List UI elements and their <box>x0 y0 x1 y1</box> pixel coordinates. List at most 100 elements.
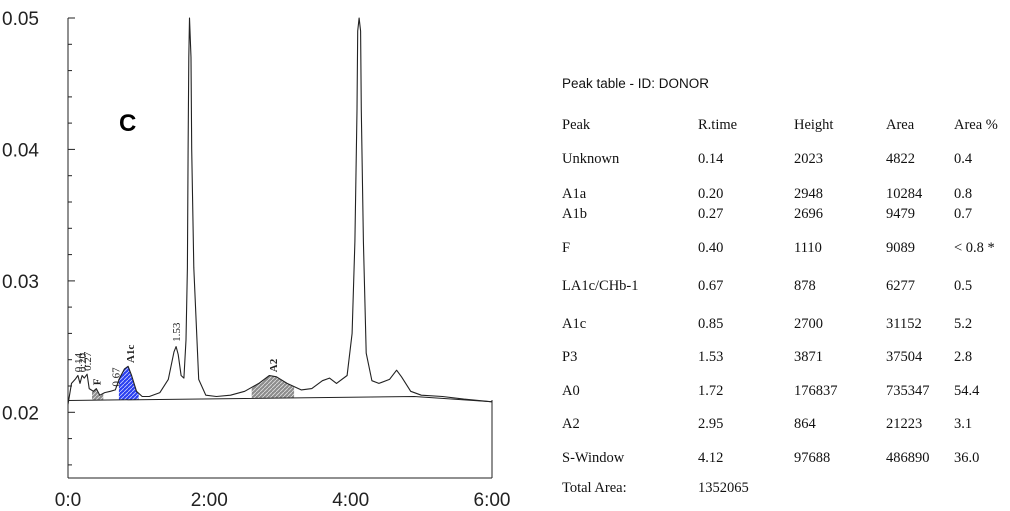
table-cell: 735347 <box>886 383 930 399</box>
table-row: A1b 0.27 2696 9479 0.7 <box>562 206 1008 224</box>
y-tick-labels: 0.05 0.04 0.03 0.02 <box>2 9 39 424</box>
peak-label: 0.67 <box>110 367 122 387</box>
table-cell: P3 <box>562 349 578 365</box>
table-cell: 0.67 <box>698 278 724 294</box>
table-cell: A2 <box>562 416 580 432</box>
chart-frame <box>67 18 493 479</box>
peak-label: A1c <box>125 345 137 363</box>
table-cell: 37504 <box>886 349 923 365</box>
peak-label: 0.27 <box>82 351 94 371</box>
table-cell: Area % <box>954 117 998 133</box>
table-cell: 0.40 <box>698 240 724 256</box>
table-cell: 2.95 <box>698 416 724 432</box>
table-cell: A0 <box>562 383 580 399</box>
table-cell: 10284 <box>886 186 923 202</box>
axis-ticks <box>68 17 75 466</box>
table-cell: 3871 <box>794 349 823 365</box>
table-cell: 2.8 <box>954 349 973 365</box>
table-cell: 6277 <box>886 278 915 294</box>
table-row: P3 1.53 3871 37504 2.8 <box>562 349 1008 367</box>
table-cell: A1b <box>562 206 587 222</box>
table-cell: 9089 <box>886 240 915 256</box>
peak-label: 0.20 <box>77 352 89 372</box>
table-cell: A1a <box>562 186 587 202</box>
table-header-row: Peak R.time Height Area Area % <box>562 117 1008 135</box>
x-tick-label: 2:00 <box>191 490 228 511</box>
table-cell: 36.0 <box>954 450 980 466</box>
y-tick-label: 0.04 <box>2 140 39 161</box>
table-cell: 1.72 <box>698 383 724 399</box>
chromatogram-trace <box>67 17 493 405</box>
table-row: A1c 0.85 2700 31152 5.2 <box>562 316 1008 334</box>
table-cell: 31152 <box>886 316 922 332</box>
table-cell: 0.5 <box>954 278 973 294</box>
table-cell: 2948 <box>794 186 823 202</box>
table-cell: S-Window <box>562 450 625 466</box>
peak-label: 0.14 <box>73 352 85 372</box>
shaded-peaks <box>92 366 295 401</box>
table-cell: 0.4 <box>954 151 973 167</box>
table-cell: 176837 <box>794 383 838 399</box>
x-tick-label: 4:00 <box>332 490 369 511</box>
table-cell: R.time <box>698 117 738 133</box>
y-tick-label: 0.05 <box>2 9 39 30</box>
table-row: F 0.40 1110 9089 < 0.8 * <box>562 240 1008 258</box>
table-cell: 864 <box>794 416 816 432</box>
table-cell: 97688 <box>794 450 831 466</box>
y-tick-label: 0.02 <box>2 403 39 424</box>
trace-layer <box>67 17 493 405</box>
table-cell: 0.27 <box>698 206 724 222</box>
table-cell: Total Area: <box>562 480 627 496</box>
baseline-line <box>67 395 493 403</box>
table-cell: 5.2 <box>954 316 973 332</box>
table-row: A1a 0.20 2948 10284 0.8 <box>562 186 1008 204</box>
table-cell: 1352065 <box>698 480 749 496</box>
table-cell: 4822 <box>886 151 915 167</box>
table-cell: 54.4 <box>954 383 980 399</box>
table-cell: 0.85 <box>698 316 724 332</box>
table-cell: 486890 <box>886 450 930 466</box>
x-tick-label: 0:0 <box>55 490 81 511</box>
peak-label: A2 <box>268 358 280 372</box>
table-row: A2 2.95 864 21223 3.1 <box>562 416 1008 434</box>
shaded-peak-f <box>92 388 104 401</box>
shaded-peak-a2 <box>251 375 295 399</box>
table-cell: 0.7 <box>954 206 973 222</box>
table-cell: Peak <box>562 117 591 133</box>
table-cell: F <box>562 240 571 256</box>
table-cell: 0.8 <box>954 186 973 202</box>
table-cell: 1110 <box>794 240 822 256</box>
table-row: S-Window 4.12 97688 486890 36.0 <box>562 450 1008 468</box>
table-cell: A1c <box>562 316 587 332</box>
table-cell: Unknown <box>562 151 620 167</box>
table-cell: 878 <box>794 278 816 294</box>
x-tick-label: 6:00 <box>474 490 511 511</box>
table-cell: 2700 <box>794 316 823 332</box>
table-cell: LA1c/CHb-1 <box>562 278 639 294</box>
table-row: A0 1.72 176837 735347 54.4 <box>562 383 1008 401</box>
table-cell: < 0.8 * <box>954 240 995 256</box>
table-cell: 3.1 <box>954 416 973 432</box>
table-cell: 0.14 <box>698 151 724 167</box>
table-cell: 1.53 <box>698 349 724 365</box>
table-cell: 0.20 <box>698 186 724 202</box>
table-cell: 2023 <box>794 151 823 167</box>
table-row: Unknown 0.14 2023 4822 0.4 <box>562 151 1008 169</box>
table-total-row: Total Area: 1352065 <box>562 480 1008 498</box>
table-cell: Area <box>886 117 915 133</box>
peak-label: 1.53 <box>171 322 183 342</box>
x-tick-labels: 0:0 2:00 4:00 6:00 <box>55 490 511 511</box>
table-cell: 4.12 <box>698 450 724 466</box>
chromatogram-chart: 0.05 0.04 0.03 0.02 0:0 2:00 4:00 6:00 0.140.2… <box>2 9 511 511</box>
panel-letter: C <box>119 110 136 137</box>
table-cell: 21223 <box>886 416 923 432</box>
peak-label: F <box>91 378 103 385</box>
shaded-peak-a1c <box>118 366 139 400</box>
y-tick-label: 0.03 <box>2 272 39 293</box>
table-cell: Height <box>794 117 834 133</box>
table-cell: 9479 <box>886 206 915 222</box>
peak-table-title: Peak table - ID: DONOR <box>562 76 710 91</box>
table-cell: 2696 <box>794 206 823 222</box>
table-row: LA1c/CHb-1 0.67 878 6277 0.5 <box>562 278 1008 296</box>
